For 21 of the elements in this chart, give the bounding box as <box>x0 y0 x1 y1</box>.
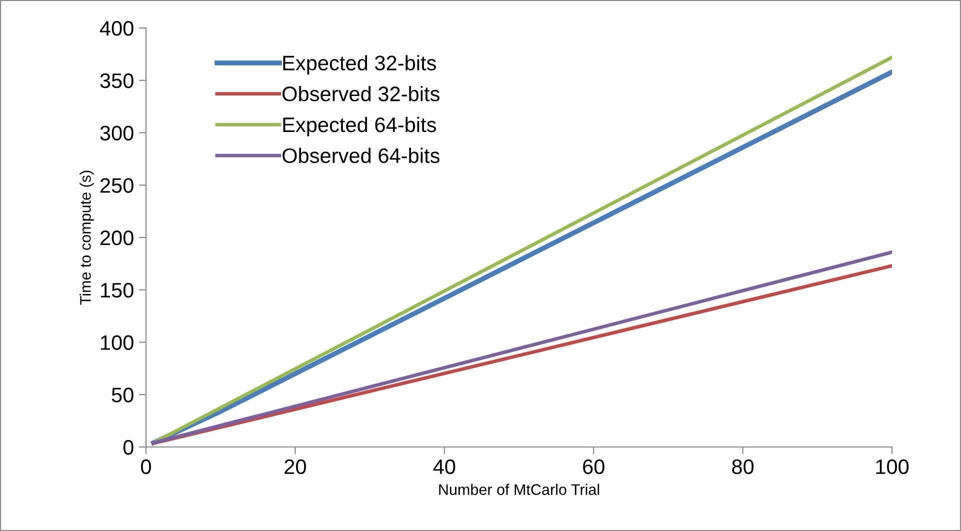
x-tick-label: 20 <box>284 459 306 474</box>
y-tick-label: 150 <box>101 282 134 298</box>
y-tick-label: 400 <box>100 21 134 36</box>
x-tick-label: 80 <box>732 459 754 474</box>
y-tick-label: 300 <box>100 126 134 141</box>
y-tick-label: 100 <box>101 335 134 350</box>
x-axis-title: Number of MtCarlo Trial <box>439 484 600 496</box>
y-tick-label: 50 <box>112 388 134 402</box>
legend-label: Observed 64-bits <box>282 148 440 164</box>
y-tick-label: 350 <box>100 73 134 88</box>
x-tick-label: 100 <box>876 459 909 474</box>
y-tick-label: 0 <box>123 440 134 455</box>
y-axis-title: Time to compute (s) <box>80 170 94 305</box>
y-tick-label: 250 <box>100 178 134 193</box>
legend-label: Observed 32-bits <box>282 86 440 102</box>
legend-label: Expected 32-bits <box>283 55 436 75</box>
legend-label: Expected 64-bits <box>283 116 436 136</box>
y-tick-label: 200 <box>100 230 134 246</box>
x-tick-label: 40 <box>433 459 456 474</box>
x-tick-label: 60 <box>583 459 604 474</box>
x-tick-label: 0 <box>141 459 151 474</box>
